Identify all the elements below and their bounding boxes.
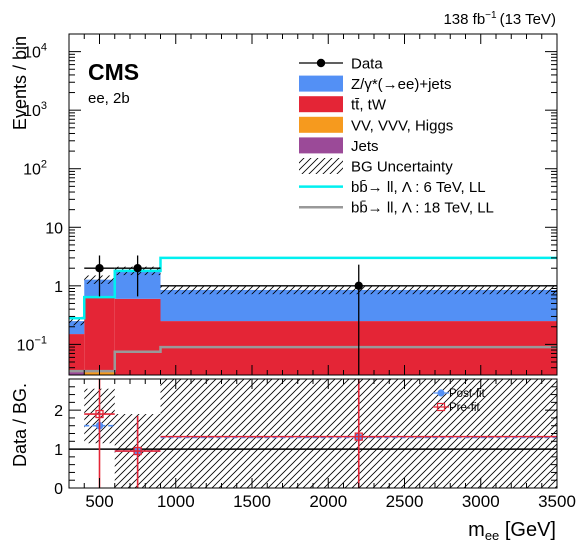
- x-tick-label: 2000: [309, 492, 347, 511]
- y-tick-label-exponent: 3: [41, 100, 47, 112]
- legend-postfit-marker: [437, 389, 445, 397]
- ratio-prefit-point-0: [95, 409, 104, 419]
- stack-bar-2-0: [69, 334, 85, 372]
- legend-label-1: Z/γ*(→ee)+jets: [351, 76, 451, 93]
- legend-label-7: bb̄→ ll, Λ : 18 TeV, LL: [351, 200, 494, 217]
- ratio-legend: Post-fit Pre-fit: [433, 388, 486, 414]
- y-tick-label: 102: [23, 159, 47, 179]
- y-tick-label: 10: [45, 220, 63, 237]
- legend-postfit-label: Post-fit: [449, 388, 486, 400]
- uncertainty-bin-0: [69, 316, 85, 326]
- y-tick-label-base: 10: [17, 337, 35, 354]
- ratio-points: [84, 379, 557, 488]
- ratio-prefit-point-2: [354, 432, 363, 441]
- upper-y-axis-title: Events / bin: [10, 36, 30, 130]
- x-tick-label: 2500: [386, 492, 424, 511]
- x-tick-label: 3500: [538, 492, 576, 511]
- y-tick-label-base: 10: [23, 45, 41, 62]
- y-tick-label: 103: [23, 100, 47, 120]
- legend-swatch-4: [299, 137, 343, 154]
- y-tick-label-exponent: −1: [34, 334, 47, 346]
- channel-label: ee, 2b: [88, 90, 130, 107]
- legend-swatch-3: [299, 116, 343, 133]
- ratio-y-tick-label: 1: [54, 442, 63, 459]
- ratio-y-axis-title: Data / BG.: [10, 383, 30, 467]
- y-tick-label-base: 10: [23, 162, 41, 179]
- x-tick-label: 1500: [233, 492, 271, 511]
- legend-data-marker: [316, 58, 326, 68]
- legend-label-5: BG Uncertainty: [351, 159, 453, 176]
- y-tick-label: 104: [23, 42, 47, 62]
- signal-curve-0: [69, 256, 557, 320]
- y-tick-label: 10−1: [17, 334, 47, 354]
- y-tick-label-base: 10: [23, 103, 41, 120]
- x-tick-label: 500: [85, 492, 113, 511]
- legend-swatch-2: [299, 96, 343, 113]
- x-axis-title: mee [GeV]: [468, 519, 556, 543]
- data-point-1: [133, 264, 142, 273]
- stack-bar-2-2: [114, 298, 161, 375]
- ratio-prefit-point-1: [133, 446, 142, 456]
- x-tick-label: 1000: [157, 492, 195, 511]
- legend-swatch-hatch: [299, 158, 343, 174]
- stack-bar-2-1: [84, 297, 115, 372]
- upper-legend: Data Z/γ*(→ee)+jets tt̄, tW VV, VVV, Higgs J…: [299, 56, 494, 217]
- legend-label-2: tt̄, tW: [351, 97, 387, 114]
- upper-x-ticks: [68, 34, 558, 375]
- legend-label-3: VV, VVV, Higgs: [351, 117, 453, 134]
- ratio-panel: 500 1000 1500 2000 2500 3000 3500 0 1 2 Data / BG…: [10, 378, 576, 543]
- x-tick-label: 3000: [462, 492, 500, 511]
- ratio-uncertainty-band: [84, 379, 557, 488]
- ratio-y-tick-label: 2: [54, 403, 63, 420]
- data-point-2: [354, 281, 363, 291]
- legend-label-4: Jets: [351, 138, 379, 155]
- legend-prefit-label: Pre-fit: [449, 402, 480, 414]
- y-tick-label-exponent: 4: [41, 42, 47, 54]
- legend-label-0: Data: [351, 56, 383, 73]
- data-points: [84, 255, 557, 375]
- y-tick-label-exponent: 2: [41, 159, 47, 171]
- legend-label-6: bb̄→ ll, Λ : 6 TeV, LL: [351, 179, 486, 196]
- experiment-label: CMS: [88, 59, 139, 85]
- legend-swatch-1: [299, 75, 343, 92]
- y-tick-label: 1: [54, 279, 63, 296]
- legend-prefit-marker: [436, 402, 446, 412]
- ratio-y-tick-label: 0: [54, 481, 63, 498]
- luminosity-label: 138 fb−1 (13 TeV): [443, 10, 556, 28]
- stack-bar-0-0: [69, 371, 85, 375]
- ratio-axes: 500 1000 1500 2000 2500 3000 3500 0 1 2: [54, 379, 576, 511]
- data-point-0: [95, 264, 104, 273]
